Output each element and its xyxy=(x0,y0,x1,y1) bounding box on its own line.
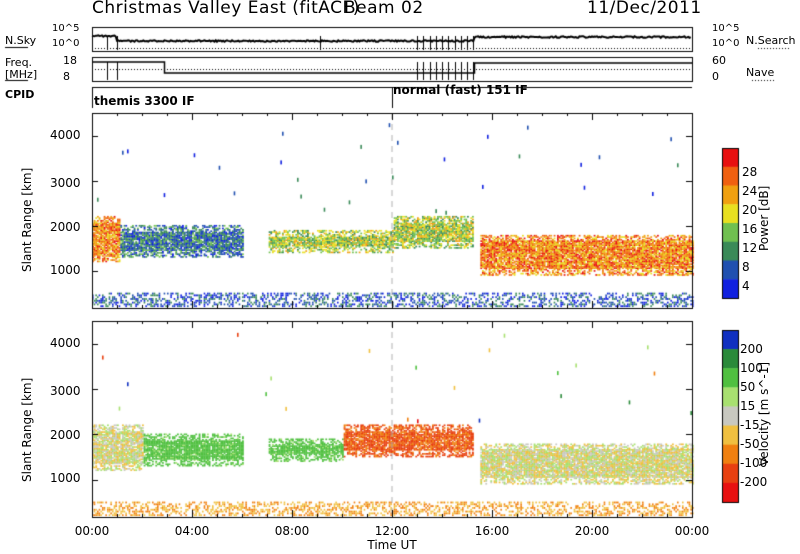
nsky-label: N.Sky xyxy=(5,34,37,47)
velocity-ytick-3000: 3000 xyxy=(50,384,81,398)
nave-tick-bottom: 0 xyxy=(712,70,719,83)
nsky-tick-bottom: 10^0 xyxy=(52,38,80,49)
power-cbar-tick-12: 12 xyxy=(742,241,758,255)
cpid-label: CPID xyxy=(5,88,35,101)
vel-cbar-tick-neg50: -50 xyxy=(740,437,760,451)
freq-label: Freq. xyxy=(5,56,33,69)
velocity-ytick-2000: 2000 xyxy=(50,428,81,442)
nave-tick-top: 60 xyxy=(712,54,726,67)
plot-title: Christmas Valley East (fitACF) xyxy=(92,0,360,18)
velocity-colorbar-label: Velocity [m s^-1] xyxy=(757,361,771,466)
vel-cbar-tick-neg15: -15 xyxy=(740,418,760,432)
velocity-panel-ylabel: Slant Range [km] xyxy=(20,377,34,482)
power-cbar-tick-16: 16 xyxy=(742,222,758,236)
velocity-ytick-1000: 1000 xyxy=(50,471,81,485)
xtick-1200: 12:00 xyxy=(374,524,410,538)
power-cbar-tick-20: 20 xyxy=(742,203,758,217)
xtick-1600: 16:00 xyxy=(474,524,510,538)
mode-label-normal: normal (fast) 151 IF xyxy=(393,83,528,97)
freq-unit: [MHz] xyxy=(5,68,38,81)
power-cbar-tick-8: 8 xyxy=(742,260,750,274)
power-ytick-3000: 3000 xyxy=(50,176,81,190)
date-label: 11/Dec/2011 xyxy=(587,0,702,18)
xtick-2000: 20:00 xyxy=(574,524,610,538)
vel-cbar-tick-neg100: -100 xyxy=(740,456,768,470)
beam-label: Beam 02 xyxy=(344,0,424,18)
vel-cbar-tick-100: 100 xyxy=(740,361,763,375)
vel-cbar-tick-50: 50 xyxy=(740,380,756,394)
freq-tick-top: 18 xyxy=(63,54,77,67)
xtick-0400: 04:00 xyxy=(174,524,210,538)
nsky-tick-top: 10^5 xyxy=(52,23,80,34)
power-cbar-tick-28: 28 xyxy=(742,165,758,179)
power-ytick-1000: 1000 xyxy=(50,263,81,277)
xtick-0800: 08:00 xyxy=(274,524,310,538)
velocity-ytick-4000: 4000 xyxy=(50,336,81,350)
freq-tick-bottom: 8 xyxy=(63,70,70,83)
power-ytick-2000: 2000 xyxy=(50,220,81,234)
xtick-2400: 00:00 xyxy=(674,524,710,538)
power-colorbar-label: Power [dB] xyxy=(757,185,771,251)
power-cbar-tick-24: 24 xyxy=(742,184,758,198)
power-panel-ylabel: Slant Range [km] xyxy=(20,167,34,272)
vel-cbar-tick-15: 15 xyxy=(740,399,756,413)
xaxis-title: Time UT xyxy=(367,538,417,552)
nsearch-tick-top: 10^5 xyxy=(712,23,740,34)
vel-cbar-tick-neg200: -200 xyxy=(740,475,768,489)
nsearch-label: N.Search xyxy=(746,34,796,47)
power-ytick-4000: 4000 xyxy=(50,128,81,142)
nsearch-tick-bottom: 10^0 xyxy=(712,38,740,49)
xtick-0000: 00:00 xyxy=(74,524,110,538)
power-cbar-tick-4: 4 xyxy=(742,279,750,293)
nave-label: Nave xyxy=(746,66,775,79)
mode-label-themis: themis 3300 IF xyxy=(94,94,195,108)
vel-cbar-tick-200: 200 xyxy=(740,342,763,356)
